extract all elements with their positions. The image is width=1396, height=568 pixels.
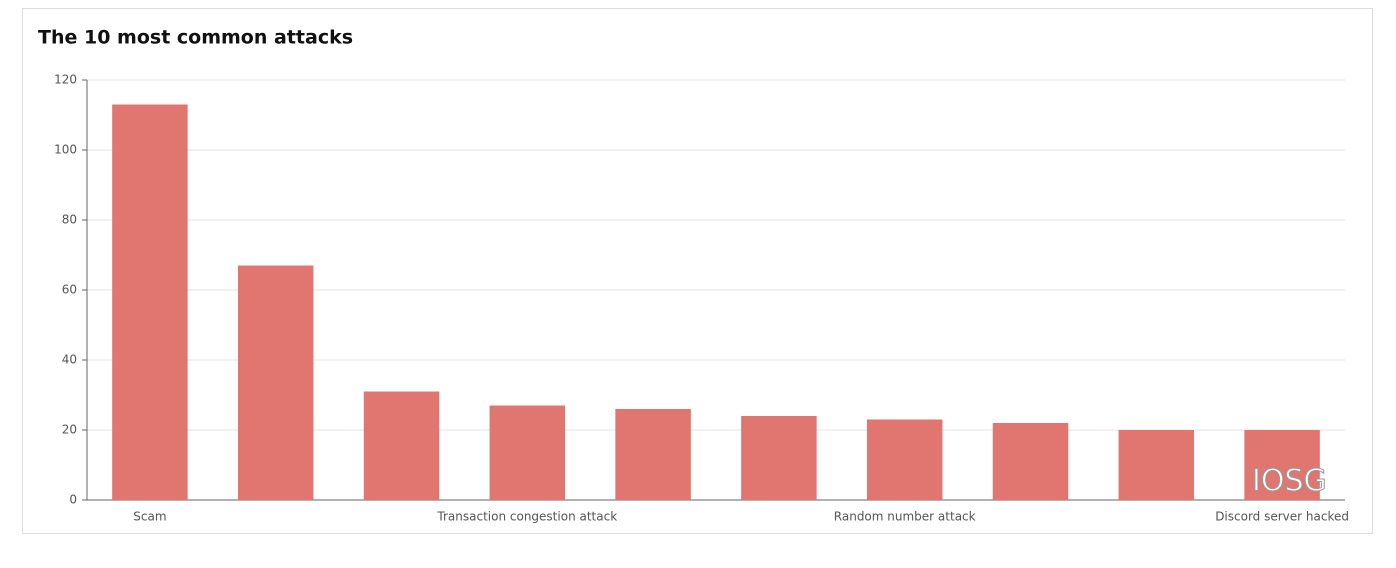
bar	[1244, 430, 1320, 500]
x-tick-label: Transaction congestion attack	[436, 510, 617, 524]
y-tick-label: 60	[62, 283, 77, 297]
y-tick-label: 20	[62, 423, 77, 437]
y-tick-label: 0	[69, 493, 77, 507]
bar	[237, 265, 314, 500]
x-tick-label: Random number attack	[834, 510, 976, 524]
bar	[363, 391, 440, 500]
bar	[741, 416, 817, 500]
bar	[489, 405, 566, 500]
bar	[992, 423, 1069, 500]
bar	[866, 419, 943, 500]
x-tick-label: Discord server hacked	[1215, 510, 1349, 524]
bar	[112, 104, 188, 500]
y-tick-label: 40	[62, 353, 77, 367]
x-tick-label: Scam	[133, 510, 166, 524]
y-tick-label: 80	[62, 213, 77, 227]
y-tick-label: 100	[54, 143, 77, 157]
bar	[1118, 430, 1195, 500]
bar	[615, 409, 691, 500]
y-tick-label: 120	[54, 73, 77, 87]
chart-title: The 10 most common attacks	[38, 27, 353, 49]
watermark: IOSG	[1252, 464, 1327, 499]
card	[22, 8, 1373, 534]
